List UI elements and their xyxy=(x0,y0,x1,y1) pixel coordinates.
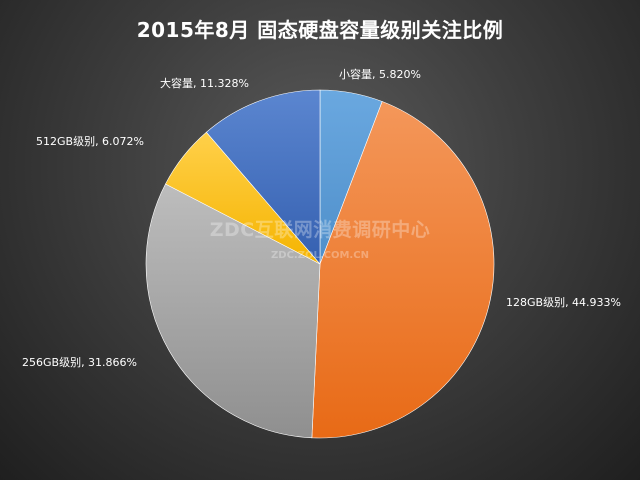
slice-label-1: 小容量, 5.820% xyxy=(339,67,421,81)
watermark-url: ZDC.ZOL.COM.CN xyxy=(271,250,369,261)
pie-slice-2 xyxy=(311,101,495,439)
slice-label-4: 512GB级别, 6.072% xyxy=(36,135,144,148)
slice-labels: 小容量, 5.820% 128GB级别, 44.933% 256GB级别, 31.8… xyxy=(22,67,621,369)
watermark-text: ZDC互联网消费调研中心 xyxy=(210,218,431,241)
pie-slice-3 xyxy=(145,183,321,439)
slice-label-2: 128GB级别, 44.933% xyxy=(506,296,621,309)
slice-label-5: 大容量, 11.328% xyxy=(160,76,249,90)
slice-label-3: 256GB级别, 31.866% xyxy=(22,356,137,369)
pie-slices xyxy=(145,89,495,439)
chart-title: 2015年8月 固态硬盘容量级别关注比例 xyxy=(136,18,504,42)
pie-slice-5 xyxy=(205,89,321,265)
